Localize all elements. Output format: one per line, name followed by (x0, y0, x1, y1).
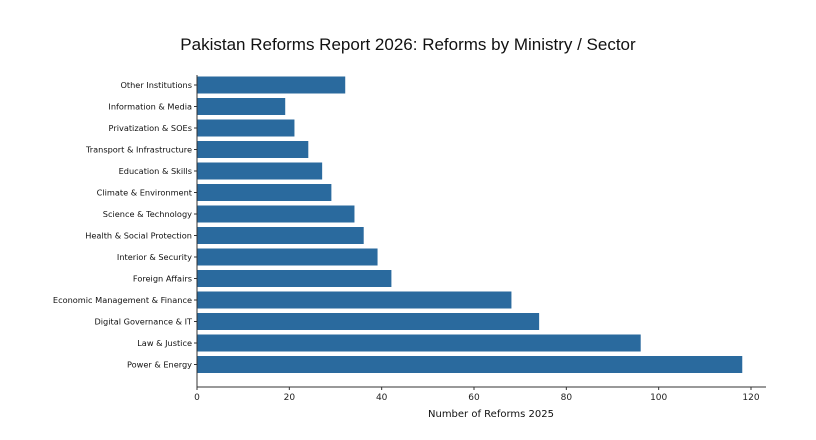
bar-transport-infrastructure (197, 141, 309, 158)
x-axis-label: Number of Reforms 2025 (428, 409, 554, 420)
bar-science-technology (197, 205, 355, 223)
category-label: Transport & Infrastructure (85, 145, 192, 155)
bar-information-media (197, 98, 286, 115)
x-tick-label: 100 (650, 393, 667, 403)
bar-privatization-soes (197, 119, 295, 137)
category-label: Health & Social Protection (85, 231, 192, 241)
bar-power-energy (197, 356, 743, 373)
category-label: Digital Governance & IT (94, 317, 193, 327)
bar-law-justice (197, 334, 641, 352)
bar-foreign-affairs (197, 270, 392, 287)
category-label: Economic Management & Finance (53, 295, 192, 305)
category-label: Interior & Security (117, 252, 192, 262)
x-tick-label: 80 (561, 393, 573, 403)
category-label: Education & Skills (119, 166, 192, 176)
category-label: Information & Media (108, 102, 192, 112)
bar-digital-governance-it (197, 313, 540, 330)
bar-economic-management-finance (197, 291, 512, 309)
category-label: Privatization & SOEs (109, 123, 192, 133)
x-tick-label: 40 (376, 393, 388, 403)
category-label: Other Institutions (120, 80, 192, 90)
bar-climate-environment (197, 184, 332, 201)
bar-health-social-protection (197, 227, 364, 244)
category-label: Climate & Environment (97, 188, 193, 198)
bar-education-skills (197, 162, 323, 180)
category-label: Foreign Affairs (133, 274, 192, 284)
category-label: Science & Technology (103, 209, 192, 219)
chart-title: Pakistan Reforms Report 2026: Reforms by… (180, 35, 636, 54)
category-label: Power & Energy (127, 360, 192, 370)
x-tick-label: 60 (468, 393, 480, 403)
x-tick-label: 20 (284, 393, 296, 403)
bar-other-institutions (197, 76, 346, 94)
x-tick-label: 0 (194, 393, 200, 403)
category-label: Law & Justice (137, 338, 192, 348)
bar-interior-security (197, 248, 378, 266)
x-tick-label: 120 (742, 393, 759, 403)
